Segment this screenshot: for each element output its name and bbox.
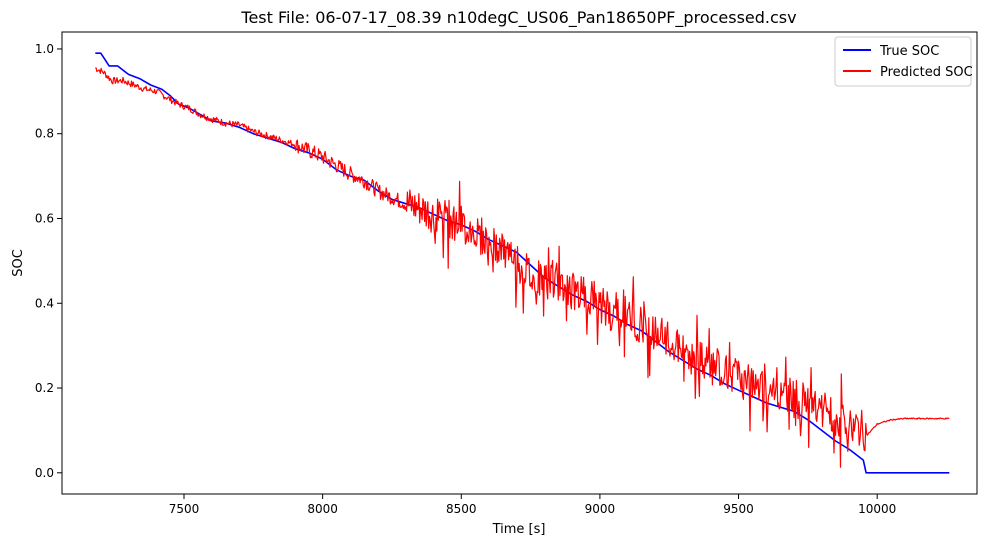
series-group (95, 52, 950, 474)
plot-area (61, 31, 978, 495)
x-tick-label: 9000 (585, 502, 616, 516)
x-tick-label: 8000 (307, 502, 338, 516)
y-tick-label: 0.2 (35, 381, 54, 395)
x-tick-label: 8500 (446, 502, 477, 516)
legend-label-predicted-soc: Predicted SOC (880, 65, 973, 80)
series-line-true-soc (95, 52, 950, 474)
x-axis-label: Time [s] (492, 522, 546, 537)
y-tick-label: 1.0 (35, 42, 54, 56)
y-axis-label: SOC (11, 249, 26, 277)
y-tick-label: 0.8 (35, 127, 54, 141)
tick-group: 7500 8000 8500 9000 9500 10000 0.0 0.2 0.4 0.6 0.8… (35, 42, 896, 516)
y-tick-label: 0.4 (35, 296, 54, 310)
legend-label-true-soc: True SOC (879, 44, 939, 59)
chart-title: Test File: 06-07-17_08.39 n10degC_US06_P… (240, 8, 796, 28)
x-tick-label: 9500 (723, 502, 754, 516)
y-tick-label: 0.0 (35, 466, 54, 480)
series-line-predicted-soc (95, 67, 950, 468)
plot-frame (61, 31, 978, 495)
y-tick-label: 0.6 (35, 211, 54, 225)
x-tick-label: 10000 (858, 502, 896, 516)
legend: True SOC Predicted SOC (834, 36, 973, 87)
x-tick-label: 7500 (169, 502, 200, 516)
